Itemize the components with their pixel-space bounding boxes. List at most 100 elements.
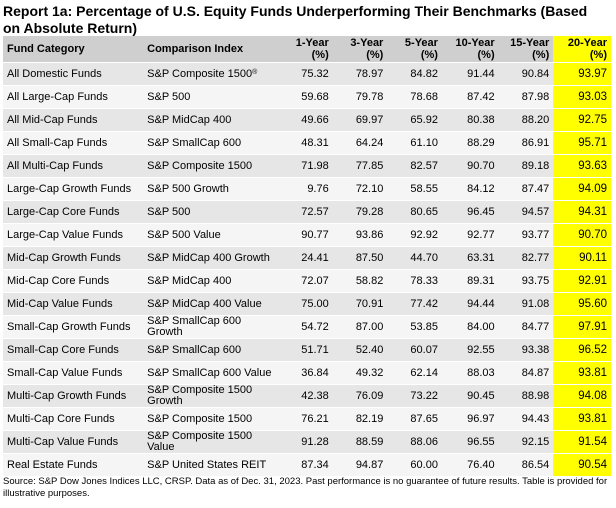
comparison-index-text: S&P Composite 1500 [147, 67, 253, 80]
value-cell-1-year: 9.76 [280, 177, 333, 201]
table-row: Large-Cap Growth Funds S&P 500 Growth 9.76… [3, 177, 611, 201]
value-cell-10-year: 90.45 [441, 384, 499, 408]
fund-category-cell: Large-Cap Core Funds [3, 200, 144, 224]
value-cell-3-year: 87.00 [332, 315, 388, 339]
value-cell-20-year: 96.52 [553, 338, 611, 362]
comparison-index-cell: S&P MidCap 400 Growth [143, 246, 281, 270]
comparison-index-cell: S&P SmallCap 600 Growth [143, 315, 281, 339]
col-header-comparison-index: Comparison Index [143, 36, 281, 63]
comparison-index-text: S&P MidCap 400 Growth [147, 251, 270, 264]
comparison-index-cell: S&P MidCap 400 [143, 108, 281, 132]
fund-category-cell: Small-Cap Core Funds [3, 338, 144, 362]
value-cell-15-year: 93.38 [498, 338, 554, 362]
value-cell-5-year: 60.07 [387, 338, 442, 362]
col-header-3-year: 3-Year (%) [332, 36, 388, 63]
value-cell-10-year: 84.00 [441, 315, 499, 339]
col-header-5-year: 5-Year (%) [387, 36, 442, 63]
value-cell-3-year: 93.86 [332, 223, 388, 247]
value-cell-5-year: 80.65 [387, 200, 442, 224]
fund-category-cell: All Small-Cap Funds [3, 131, 144, 155]
col-header-fund-category: Fund Category [3, 36, 144, 63]
comparison-index-text: S&P Composite 1500 Value [147, 430, 253, 453]
comparison-index-text: S&P 500 [147, 90, 191, 103]
comparison-index-text: S&P SmallCap 600 [147, 343, 242, 356]
table-row: Large-Cap Value Funds S&P 500 Value 90.77 9… [3, 223, 611, 247]
fund-category-cell: Real Estate Funds [3, 453, 144, 476]
fund-category-cell: Mid-Cap Growth Funds [3, 246, 144, 270]
value-cell-15-year: 90.84 [498, 62, 554, 86]
value-cell-10-year: 89.31 [441, 269, 499, 293]
col-header-10-year: 10-Year (%) [441, 36, 499, 63]
table-row: All Small-Cap Funds S&P SmallCap 600 48.31… [3, 131, 611, 155]
value-cell-1-year: 49.66 [280, 108, 333, 132]
value-cell-15-year: 88.20 [498, 108, 554, 132]
value-cell-20-year: 95.71 [553, 131, 611, 155]
value-cell-10-year: 88.29 [441, 131, 499, 155]
value-cell-15-year: 87.98 [498, 85, 554, 109]
comparison-index-text: S&P MidCap 400 [147, 113, 232, 126]
comparison-index-cell: S&P United States REIT [143, 453, 281, 476]
value-cell-1-year: 75.32 [280, 62, 333, 86]
value-cell-15-year: 93.77 [498, 223, 554, 247]
fund-category-cell: All Mid-Cap Funds [3, 108, 144, 132]
value-cell-10-year: 94.44 [441, 292, 499, 316]
value-cell-5-year: 92.92 [387, 223, 442, 247]
table-row: Small-Cap Growth Funds S&P SmallCap 600 G… [3, 315, 611, 339]
value-cell-1-year: 48.31 [280, 131, 333, 155]
value-cell-20-year: 90.11 [553, 246, 611, 270]
table-row: All Multi-Cap Funds S&P Composite 1500 71.… [3, 154, 611, 178]
comparison-index-cell: S&P 500 Value [143, 223, 281, 247]
value-cell-10-year: 84.12 [441, 177, 499, 201]
comparison-index-text: S&P SmallCap 600 [147, 136, 242, 149]
value-cell-5-year: 62.14 [387, 361, 442, 385]
value-cell-1-year: 72.07 [280, 269, 333, 293]
value-cell-20-year: 94.09 [553, 177, 611, 201]
value-cell-15-year: 93.75 [498, 269, 554, 293]
value-cell-15-year: 89.18 [498, 154, 554, 178]
col-header-1-year: 1-Year (%) [280, 36, 333, 63]
comparison-index-cell: S&P Composite 1500 Value [143, 430, 281, 454]
value-cell-1-year: 90.77 [280, 223, 333, 247]
comparison-index-text: S&P Composite 1500 [147, 412, 253, 425]
comparison-index-text: S&P Composite 1500 [147, 159, 253, 172]
value-cell-15-year: 91.08 [498, 292, 554, 316]
value-cell-3-year: 77.85 [332, 154, 388, 178]
comparison-index-cell: S&P 500 [143, 200, 281, 224]
comparison-index-text: S&P United States REIT [147, 458, 267, 471]
comparison-index-text: S&P MidCap 400 Value [147, 297, 262, 310]
fund-category-cell: Mid-Cap Value Funds [3, 292, 144, 316]
comparison-index-cell: S&P MidCap 400 [143, 269, 281, 293]
value-cell-3-year: 70.91 [332, 292, 388, 316]
value-cell-20-year: 93.81 [553, 361, 611, 385]
value-cell-1-year: 51.71 [280, 338, 333, 362]
fund-category-cell: Small-Cap Value Funds [3, 361, 144, 385]
value-cell-3-year: 87.50 [332, 246, 388, 270]
value-cell-5-year: 60.00 [387, 453, 442, 476]
value-cell-5-year: 73.22 [387, 384, 442, 408]
comparison-index-cell: S&P Composite 1500 Growth [143, 384, 281, 408]
col-header-15-year: 15-Year (%) [498, 36, 554, 63]
value-cell-5-year: 58.55 [387, 177, 442, 201]
value-cell-10-year: 92.55 [441, 338, 499, 362]
value-cell-20-year: 94.08 [553, 384, 611, 408]
value-cell-20-year: 97.91 [553, 315, 611, 339]
value-cell-1-year: 71.98 [280, 154, 333, 178]
table-row: All Domestic Funds S&P Composite 1500® 75.… [3, 62, 611, 86]
value-cell-10-year: 96.45 [441, 200, 499, 224]
value-cell-15-year: 94.43 [498, 407, 554, 431]
comparison-index-cell: S&P 500 Growth [143, 177, 281, 201]
header-row: Fund Category Comparison Index 1-Year (%)… [3, 36, 611, 63]
comparison-index-cell: S&P SmallCap 600 [143, 338, 281, 362]
fund-category-cell: All Domestic Funds [3, 62, 144, 86]
value-cell-20-year: 93.63 [553, 154, 611, 178]
value-cell-5-year: 84.82 [387, 62, 442, 86]
value-cell-20-year: 91.54 [553, 430, 611, 454]
value-cell-1-year: 87.34 [280, 453, 333, 476]
value-cell-20-year: 93.03 [553, 85, 611, 109]
value-cell-20-year: 92.91 [553, 269, 611, 293]
comparison-index-cell: S&P MidCap 400 Value [143, 292, 281, 316]
comparison-index-text: S&P 500 Growth [147, 182, 229, 195]
value-cell-3-year: 82.19 [332, 407, 388, 431]
fund-category-cell: Large-Cap Value Funds [3, 223, 144, 247]
value-cell-5-year: 61.10 [387, 131, 442, 155]
